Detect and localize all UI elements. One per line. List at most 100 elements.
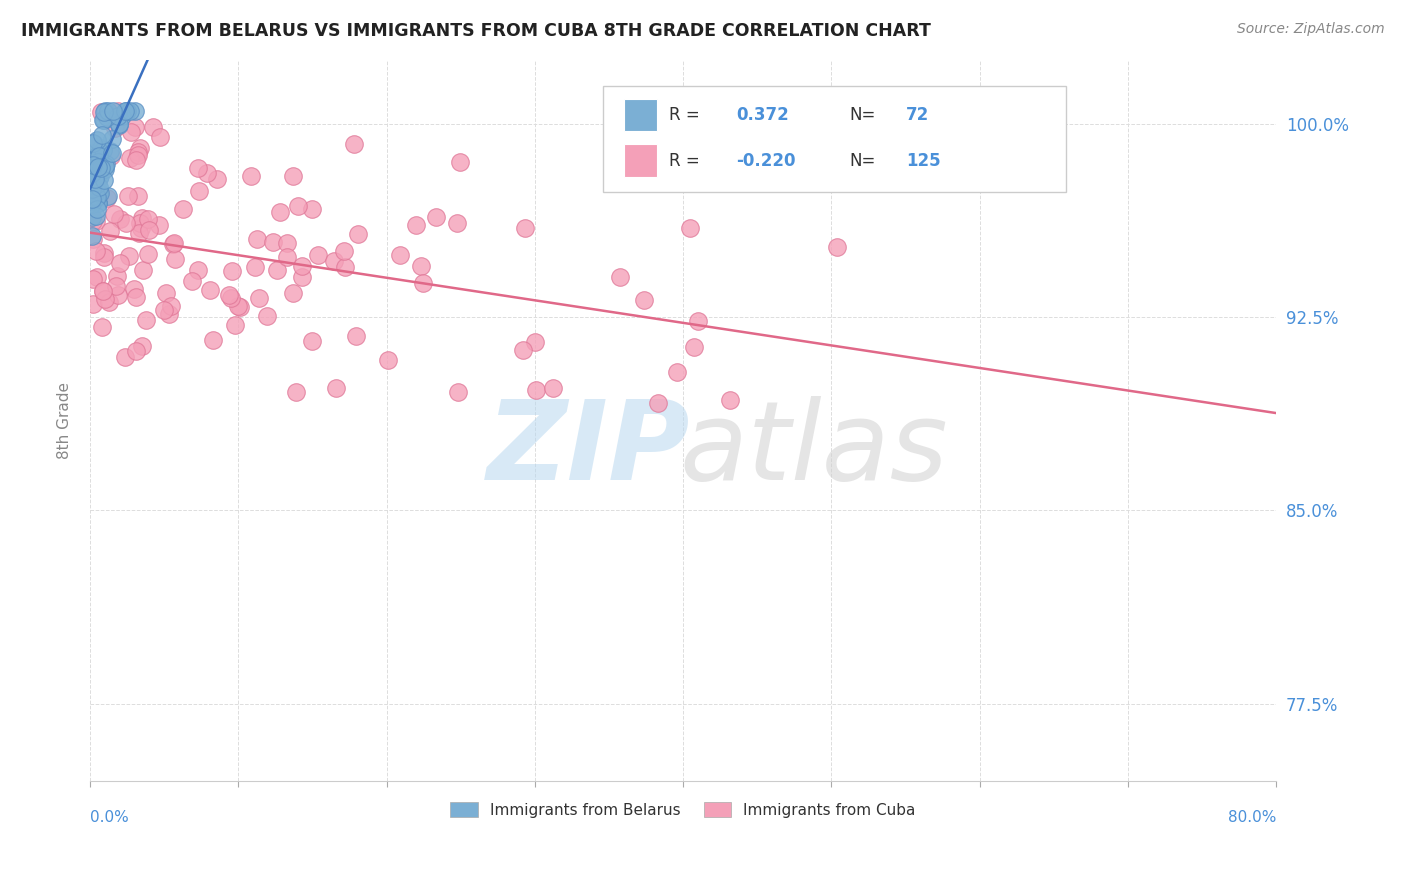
Point xyxy=(120,151,142,165)
Point xyxy=(96,110,118,124)
Point xyxy=(129,216,152,230)
Point xyxy=(94,160,117,174)
Point xyxy=(124,104,146,119)
Point xyxy=(86,177,108,191)
Point xyxy=(513,221,536,235)
Point xyxy=(90,141,112,155)
Point xyxy=(512,343,534,358)
Point xyxy=(405,218,427,232)
Point xyxy=(91,128,114,143)
Text: R =: R = xyxy=(669,106,700,124)
Point xyxy=(89,186,111,200)
Point xyxy=(86,150,108,164)
Point xyxy=(82,214,104,228)
Point xyxy=(245,260,267,274)
Point xyxy=(82,136,104,151)
Point xyxy=(86,149,108,163)
Point xyxy=(187,263,209,277)
Point xyxy=(84,210,107,224)
Point xyxy=(449,154,471,169)
Text: 72: 72 xyxy=(905,106,929,124)
Point xyxy=(162,237,184,252)
Point xyxy=(131,211,153,225)
Text: 0.0%: 0.0% xyxy=(90,810,129,825)
Text: ZIP: ZIP xyxy=(486,396,690,503)
Point xyxy=(97,189,120,203)
Text: N=: N= xyxy=(849,152,876,169)
Point xyxy=(87,180,110,194)
Point xyxy=(446,216,468,230)
Text: -0.220: -0.220 xyxy=(737,152,796,169)
Point xyxy=(114,351,136,365)
Point xyxy=(86,190,108,204)
Text: IMMIGRANTS FROM BELARUS VS IMMIGRANTS FROM CUBA 8TH GRADE CORRELATION CHART: IMMIGRANTS FROM BELARUS VS IMMIGRANTS FR… xyxy=(21,22,931,40)
Point xyxy=(83,171,105,186)
Point xyxy=(124,120,146,135)
Point xyxy=(172,202,194,216)
Point xyxy=(86,161,108,176)
Point xyxy=(80,178,103,192)
Bar xyxy=(624,99,657,131)
Point xyxy=(219,291,242,305)
Point xyxy=(82,232,104,246)
Point xyxy=(523,335,546,350)
Point xyxy=(447,384,470,399)
Point xyxy=(633,293,655,307)
Point xyxy=(221,263,243,277)
Point xyxy=(80,182,103,196)
Point xyxy=(269,205,291,219)
Point xyxy=(80,192,103,206)
Point xyxy=(128,227,150,241)
Point xyxy=(224,318,246,332)
Point xyxy=(666,365,689,379)
Text: 125: 125 xyxy=(905,152,941,169)
Point xyxy=(679,221,702,235)
Point xyxy=(149,130,172,145)
Point xyxy=(377,352,399,367)
Point xyxy=(97,104,120,119)
Point xyxy=(129,141,152,155)
Point xyxy=(87,195,110,210)
Point xyxy=(96,156,118,170)
Y-axis label: 8th Grade: 8th Grade xyxy=(58,382,72,458)
Point xyxy=(647,396,669,410)
Point xyxy=(688,314,710,328)
Point xyxy=(346,227,368,241)
Point xyxy=(136,211,159,226)
Point xyxy=(100,149,122,163)
Point xyxy=(86,244,108,258)
Point xyxy=(205,172,228,186)
Point xyxy=(342,136,364,151)
Point xyxy=(301,202,323,216)
Point xyxy=(124,153,146,167)
Point xyxy=(83,137,105,152)
Point xyxy=(82,170,104,185)
Point xyxy=(87,169,110,183)
Point xyxy=(247,291,270,305)
Point xyxy=(105,279,128,293)
Point xyxy=(148,218,170,232)
Point xyxy=(82,168,104,182)
Point xyxy=(162,235,184,250)
Point xyxy=(93,246,115,260)
Point xyxy=(84,213,107,227)
Point xyxy=(344,328,367,343)
Point xyxy=(160,299,183,313)
Point xyxy=(543,381,565,395)
Point xyxy=(524,384,547,398)
Point xyxy=(86,270,108,285)
Point xyxy=(122,282,145,296)
Point xyxy=(94,292,117,306)
Point xyxy=(93,250,115,264)
Point xyxy=(107,118,129,132)
Point xyxy=(118,104,141,119)
Point xyxy=(82,297,104,311)
Point xyxy=(84,172,107,186)
Point xyxy=(125,344,148,359)
Point xyxy=(683,340,706,354)
Point xyxy=(87,149,110,163)
Point xyxy=(89,169,111,183)
Point xyxy=(195,166,218,180)
Point xyxy=(285,384,308,399)
Point xyxy=(155,286,177,301)
